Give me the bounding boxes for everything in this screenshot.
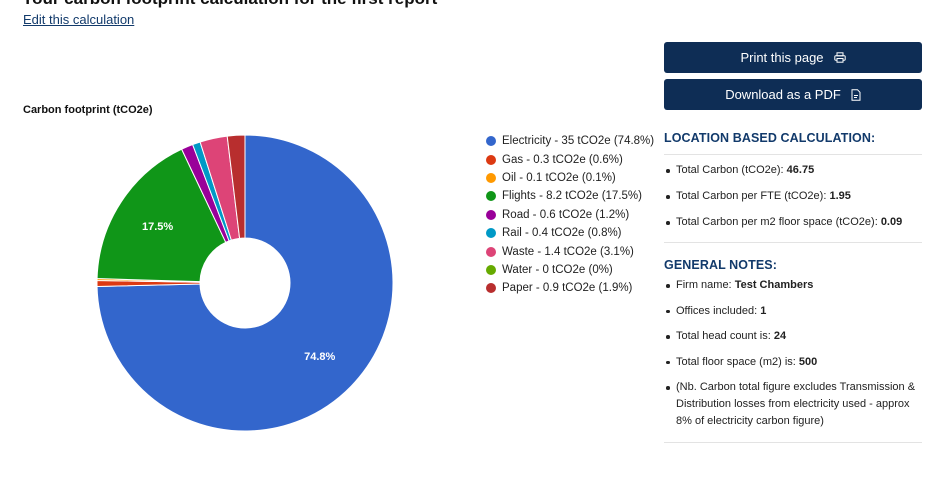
divider xyxy=(664,242,922,243)
head-count-item: Total head count is: 24 xyxy=(664,328,922,345)
legend-swatch xyxy=(486,136,496,146)
legend-swatch xyxy=(486,265,496,275)
item-label: Total Carbon (tCO2e): xyxy=(676,164,787,176)
item-value: 1 xyxy=(760,305,766,317)
legend-label: Flights - 8.2 tCO2e (17.5%) xyxy=(502,190,642,202)
floor-space-item: Total floor space (m2) is: 500 xyxy=(664,354,922,371)
download-pdf-button[interactable]: Download as a PDF xyxy=(664,79,922,110)
carbon-per-m2-item: Total Carbon per m2 floor space (tCO2e):… xyxy=(664,214,922,231)
item-label: (Nb. Carbon total figure excludes Transm… xyxy=(676,381,915,427)
legend-item-electricity[interactable]: Electricity - 35 tCO2e (74.8%) xyxy=(486,132,654,150)
legend-swatch xyxy=(486,283,496,293)
item-label: Total floor space (m2) is: xyxy=(676,356,799,368)
legend-item-rail[interactable]: Rail - 0.4 tCO2e (0.8%) xyxy=(486,224,654,242)
legend-swatch xyxy=(486,191,496,201)
chart-legend: Electricity - 35 tCO2e (74.8%) Gas - 0.3… xyxy=(486,132,654,298)
legend-label: Oil - 0.1 tCO2e (0.1%) xyxy=(502,172,616,184)
carbon-donut-chart: 74.8% 17.5% xyxy=(90,128,400,438)
legend-label: Rail - 0.4 tCO2e (0.8%) xyxy=(502,227,622,239)
item-value: 46.75 xyxy=(787,164,815,176)
legend-swatch xyxy=(486,155,496,165)
location-calculation-heading: LOCATION BASED CALCULATION: xyxy=(664,131,875,145)
firm-name-item: Firm name: Test Chambers xyxy=(664,277,922,294)
item-value: 24 xyxy=(774,330,786,342)
item-value: Test Chambers xyxy=(735,279,814,291)
pdf-button-label: Download as a PDF xyxy=(725,87,841,102)
printer-icon xyxy=(834,52,846,63)
legend-item-gas[interactable]: Gas - 0.3 tCO2e (0.6%) xyxy=(486,150,654,168)
total-carbon-item: Total Carbon (tCO2e): 46.75 xyxy=(664,162,922,179)
slice-label-flights: 17.5% xyxy=(142,221,173,233)
slice-label-electricity: 74.8% xyxy=(304,351,335,363)
offices-item: Offices included: 1 xyxy=(664,303,922,320)
general-notes-list: Firm name: Test Chambers Offices include… xyxy=(664,277,922,439)
print-page-button[interactable]: Print this page xyxy=(664,42,922,73)
location-results-list: Total Carbon (tCO2e): 46.75 Total Carbon… xyxy=(664,162,922,240)
legend-item-road[interactable]: Road - 0.6 tCO2e (1.2%) xyxy=(486,206,654,224)
print-button-label: Print this page xyxy=(740,50,823,65)
carbon-per-fte-item: Total Carbon per FTE (tCO2e): 1.95 xyxy=(664,188,922,205)
legend-swatch xyxy=(486,247,496,257)
item-label: Total Carbon per m2 floor space (tCO2e): xyxy=(676,216,881,228)
legend-item-oil[interactable]: Oil - 0.1 tCO2e (0.1%) xyxy=(486,169,654,187)
legend-label: Gas - 0.3 tCO2e (0.6%) xyxy=(502,154,623,166)
item-value: 1.95 xyxy=(829,190,850,202)
item-label: Firm name: xyxy=(676,279,735,291)
legend-item-flights[interactable]: Flights - 8.2 tCO2e (17.5%) xyxy=(486,187,654,205)
item-label: Total Carbon per FTE (tCO2e): xyxy=(676,190,829,202)
transmission-note-item: (Nb. Carbon total figure excludes Transm… xyxy=(664,379,922,430)
document-icon xyxy=(851,89,861,101)
chart-title: Carbon footprint (tCO2e) xyxy=(23,104,153,116)
divider xyxy=(664,442,922,443)
legend-item-water[interactable]: Water - 0 tCO2e (0%) xyxy=(486,261,654,279)
legend-swatch xyxy=(486,228,496,238)
general-notes-heading: GENERAL NOTES: xyxy=(664,258,777,272)
item-label: Total head count is: xyxy=(676,330,774,342)
legend-item-paper[interactable]: Paper - 0.9 tCO2e (1.9%) xyxy=(486,279,654,297)
item-label: Offices included: xyxy=(676,305,760,317)
legend-label: Electricity - 35 tCO2e (74.8%) xyxy=(502,135,654,147)
page-title: Your carbon footprint calculation for th… xyxy=(22,0,437,9)
item-value: 500 xyxy=(799,356,817,368)
item-value: 0.09 xyxy=(881,216,902,228)
legend-swatch xyxy=(486,210,496,220)
legend-swatch xyxy=(486,173,496,183)
legend-label: Water - 0 tCO2e (0%) xyxy=(502,264,613,276)
edit-calculation-link[interactable]: Edit this calculation xyxy=(23,12,134,27)
legend-label: Waste - 1.4 tCO2e (3.1%) xyxy=(502,246,634,258)
legend-label: Road - 0.6 tCO2e (1.2%) xyxy=(502,209,629,221)
legend-label: Paper - 0.9 tCO2e (1.9%) xyxy=(502,282,632,294)
legend-item-waste[interactable]: Waste - 1.4 tCO2e (3.1%) xyxy=(486,242,654,260)
divider xyxy=(664,154,922,155)
